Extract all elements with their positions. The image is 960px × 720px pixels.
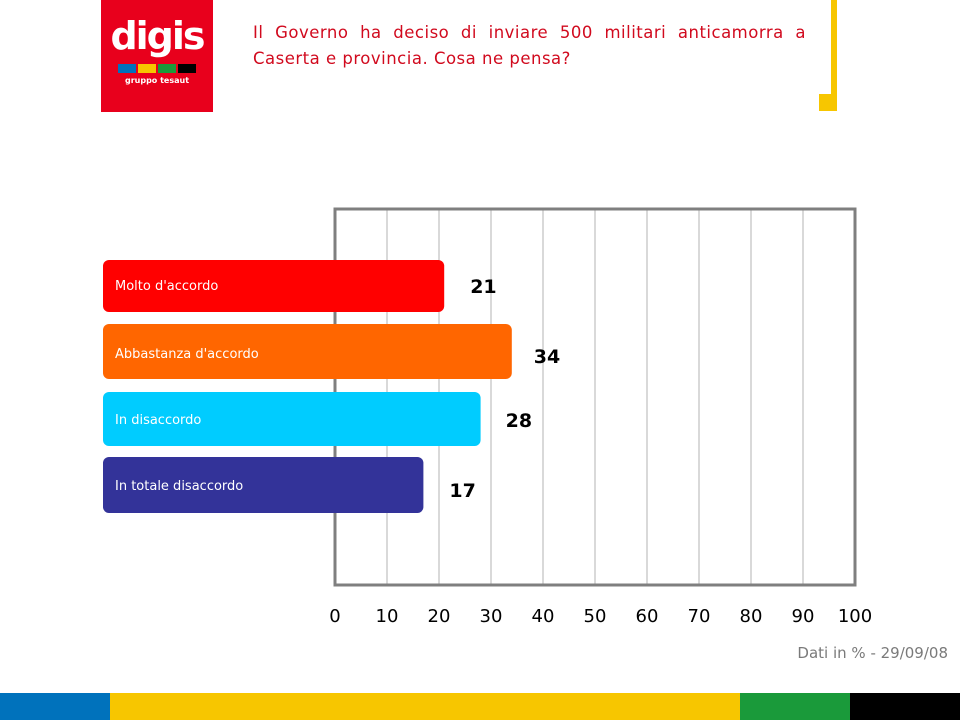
bar — [103, 260, 445, 312]
logo-subtitle: gruppo tesaut — [124, 76, 190, 85]
x-tick-label: 10 — [376, 606, 399, 627]
x-tick-label: 60 — [636, 606, 659, 627]
x-tick-label: 100 — [838, 606, 872, 627]
bar-category-label: Abbastanza d'accordo — [115, 347, 259, 362]
chart-bars: Molto d'accordo 21 Abbastanza d'accordo 34 I… — [103, 260, 560, 513]
x-tick-label: 50 — [584, 606, 607, 627]
bar-value-label: 17 — [449, 480, 475, 502]
logo-brand-text: digis — [110, 14, 205, 58]
bar-category-label: In totale disaccordo — [115, 479, 243, 494]
bottom-band-segment — [0, 693, 110, 720]
logo-stripe — [138, 64, 156, 73]
bar — [103, 392, 481, 446]
x-tick-label: 30 — [480, 606, 503, 627]
bar — [103, 457, 424, 513]
bar-category-label: Molto d'accordo — [115, 279, 218, 294]
x-axis-ticks: 0 10 20 30 40 50 60 70 80 90 100 — [329, 606, 872, 627]
bar — [103, 324, 512, 379]
bar-value-label: 21 — [470, 276, 496, 298]
data-source-note: Dati in % - 29/09/08 — [797, 644, 948, 662]
bar-category-label: In disaccordo — [115, 413, 201, 428]
x-tick-label: 90 — [792, 606, 815, 627]
logo-stripe — [178, 64, 196, 73]
x-tick-label: 80 — [740, 606, 763, 627]
x-tick-label: 70 — [688, 606, 711, 627]
logo-stripe — [118, 64, 136, 73]
bar-chart: Molto d'accordo 21 Abbastanza d'accordo 34 I… — [103, 207, 872, 627]
bar-value-label: 34 — [534, 346, 560, 368]
bottom-band-segment — [740, 693, 850, 720]
x-tick-label: 20 — [428, 606, 451, 627]
bottom-band-segment — [850, 693, 960, 720]
bottom-color-band — [0, 693, 960, 720]
bottom-band-segment — [110, 693, 740, 720]
digis-logo: digis gruppo tesaut — [101, 0, 213, 112]
logo-stripe — [158, 64, 176, 73]
x-tick-label: 0 — [329, 606, 340, 627]
x-tick-label: 40 — [532, 606, 555, 627]
yellow-bracket-decoration — [819, 0, 837, 111]
bar-value-label: 28 — [506, 410, 532, 432]
chart-title: Il Governo ha deciso di inviare 500 mili… — [253, 23, 806, 68]
